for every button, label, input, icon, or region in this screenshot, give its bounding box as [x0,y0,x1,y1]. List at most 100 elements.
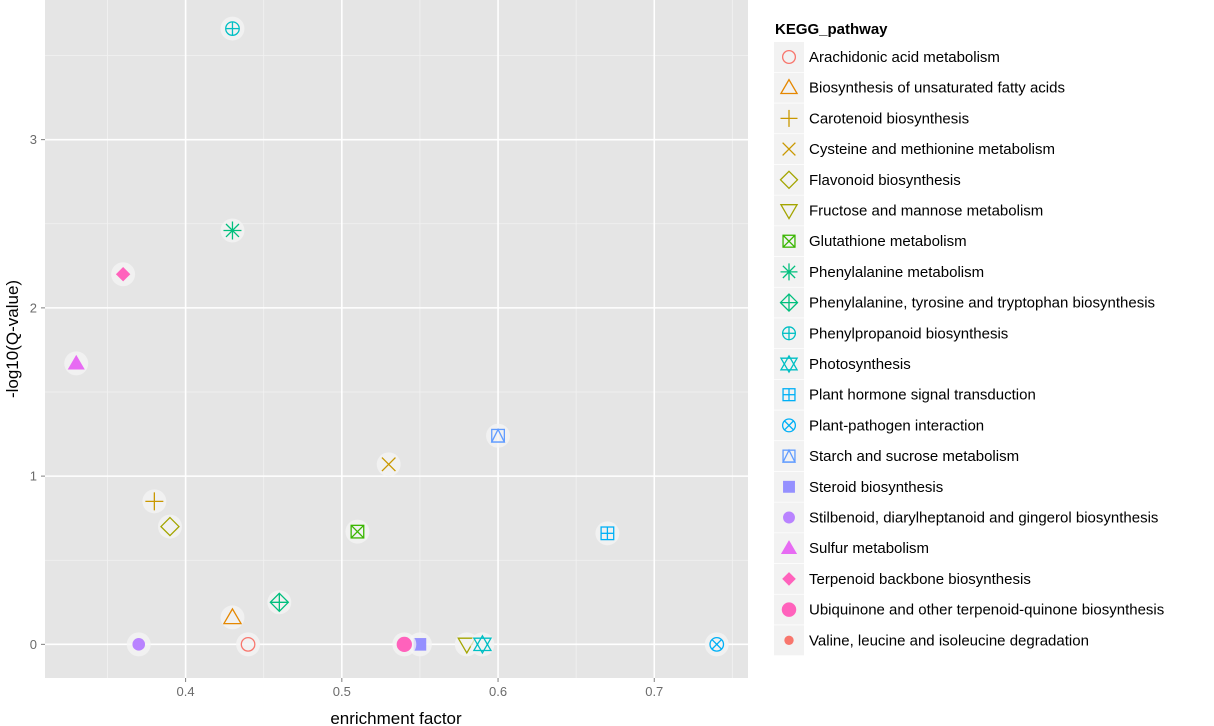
legend-label: Stilbenoid, diarylheptanoid and gingerol… [809,510,1158,527]
legend-item-cysteine-and-methionine-metabolism: Cysteine and methionine metabolism [774,134,1055,165]
legend-item-glutathione-metabolism: Glutathione metabolism [774,226,967,257]
legend-item-plant-pathogen-interaction: Plant-pathogen interaction [774,410,984,441]
legend-marker [779,204,799,220]
point-plant-hormone-signal-transduction [595,521,620,546]
y-tick-label: 0 [30,637,37,652]
legend-label: Plant hormone signal transduction [809,387,1036,404]
minor-gridlines [45,0,748,678]
legend-item-photosynthesis: Photosynthesis [774,349,911,379]
legend-key-box [774,164,804,195]
legend-marker [779,78,799,95]
y-axis-title: -log10(Q-value) [3,280,22,398]
legend-marker [782,142,796,156]
y-tick-label: 2 [30,300,37,315]
legend-item-starch-and-sucrose-metabolism: Starch and sucrose metabolism [774,441,1019,472]
legend-label: Plant-pathogen interaction [809,417,984,434]
legend-marker [783,480,795,493]
point-stilbenoid-diarylheptanoid-and-gingerol-biosynthesis [126,632,151,657]
legend-label: Phenylalanine metabolism [809,264,984,281]
legend-item-plant-hormone-signal-transduction: Plant hormone signal transduction [774,379,1036,410]
x-axis-title: enrichment factor [330,709,462,726]
legend-label: Glutathione metabolism [809,233,967,250]
legend-marker [781,418,797,433]
legend-marker [781,448,797,463]
legend-marker [779,170,799,190]
legend-key-box [774,72,804,103]
point-ubiquinone-and-other-terpenoid-quinone-biosynthesis [392,632,417,657]
legend-marker [782,388,796,402]
legend-marker [782,234,796,248]
plot-panel [45,0,748,678]
legend-key-box [774,349,804,379]
legend: KEGG_pathway Arachidonic acid metabolism… [774,21,1164,656]
legend-title: KEGG_pathway [775,21,888,38]
legend-marker [780,109,798,127]
legend-label: Sulfur metabolism [809,540,929,557]
legend-label: Arachidonic acid metabolism [809,49,1000,66]
legend-label: Phenylalanine, tyrosine and tryptophan b… [809,295,1155,312]
legend-label: Biosynthesis of unsaturated fatty acids [809,80,1065,97]
legend-item-biosynthesis-of-unsaturated-fatty-acids: Biosynthesis of unsaturated fatty acids [774,72,1065,103]
point-phenylalanine-metabolism [220,218,245,243]
legend-item-stilbenoid-diarylheptanoid-and-gingerol-biosynthesis: Stilbenoid, diarylheptanoid and gingerol… [774,502,1158,533]
legend-item-sulfur-metabolism: Sulfur metabolism [774,533,929,564]
legend-item-ubiquinone-and-other-terpenoid-quinone-biosynthesis: Ubiquinone and other terpenoid-quinone b… [774,594,1164,625]
point-glutathione-metabolism [345,519,370,544]
legend-item-valine-leucine-and-isoleucine-degradation: Valine, leucine and isoleucine degradati… [774,625,1089,656]
legend-marker [779,293,799,313]
legend-item-steroid-biosynthesis: Steroid biosynthesis [774,471,943,502]
y-axis-ticks: 0 1 2 3 [30,132,45,652]
legend-label: Fructose and mannose metabolism [809,203,1043,220]
point-cysteine-and-methionine-metabolism [376,452,401,477]
point-terpenoid-backbone-biosynthesis [111,262,136,287]
legend-label: Steroid biosynthesis [809,479,943,496]
legend-label: Phenylpropanoid biosynthesis [809,325,1008,342]
legend-key-box [774,42,804,72]
x-tick-label: 0.6 [489,684,507,699]
legend-marker [781,602,797,617]
legend-marker [780,540,798,555]
legend-item-terpenoid-backbone-biosynthesis: Terpenoid backbone biosynthesis [774,563,1031,594]
legend-label: Starch and sucrose metabolism [809,448,1019,465]
x-tick-label: 0.4 [177,684,195,699]
legend-label: Flavonoid biosynthesis [809,172,961,189]
legend-item-phenylalanine-tyrosine-and-tryptophan-biosynthesis: Phenylalanine, tyrosine and tryptophan b… [774,287,1155,318]
legend-marker [779,354,799,374]
x-axis-ticks: 0.4 0.5 0.6 0.7 [177,678,663,699]
legend-item-phenylalanine-metabolism: Phenylalanine metabolism [774,256,984,287]
legend-item-flavonoid-biosynthesis: Flavonoid biosynthesis [774,164,961,195]
point-phenylpropanoid-biosynthesis [220,16,245,41]
point-starch-and-sucrose-metabolism [486,423,511,448]
legend-marker [783,511,795,524]
legend-label: Terpenoid backbone biosynthesis [809,571,1031,588]
point-photosynthesis [470,632,495,657]
y-tick-label: 1 [30,469,37,484]
point-arachidonic-acid-metabolism [236,632,261,657]
legend-item-phenylpropanoid-biosynthesis: Phenylpropanoid biosynthesis [774,318,1008,349]
legend-marker [780,263,798,281]
point-sulfur-metabolism [64,351,89,376]
legend-item-arachidonic-acid-metabolism: Arachidonic acid metabolism [774,42,1000,72]
point-biosynthesis-of-unsaturated-fatty-acids [220,605,245,630]
legend-key-box [774,195,804,226]
point-carotenoid-biosynthesis [142,489,167,514]
x-tick-label: 0.7 [645,684,663,699]
legend-label: Photosynthesis [809,356,911,373]
legend-label: Ubiquinone and other terpenoid-quinone b… [809,602,1164,619]
legend-label: Carotenoid biosynthesis [809,110,969,127]
legend-items: Arachidonic acid metabolism Biosynthesis … [774,42,1164,656]
legend-marker [781,326,797,341]
legend-item-fructose-and-mannose-metabolism: Fructose and mannose metabolism [774,195,1043,226]
data-points [64,16,729,657]
legend-marker [781,49,797,65]
legend-item-carotenoid-biosynthesis: Carotenoid biosynthesis [774,103,969,134]
legend-marker [784,635,794,645]
legend-key-box [774,441,804,472]
y-tick-label: 3 [30,132,37,147]
legend-label: Cysteine and methionine metabolism [809,141,1055,158]
x-tick-label: 0.5 [333,684,351,699]
legend-marker [782,572,796,586]
point-phenylalanine-tyrosine-and-tryptophan-biosynthesis [267,590,292,615]
point-flavonoid-biosynthesis [157,514,182,539]
